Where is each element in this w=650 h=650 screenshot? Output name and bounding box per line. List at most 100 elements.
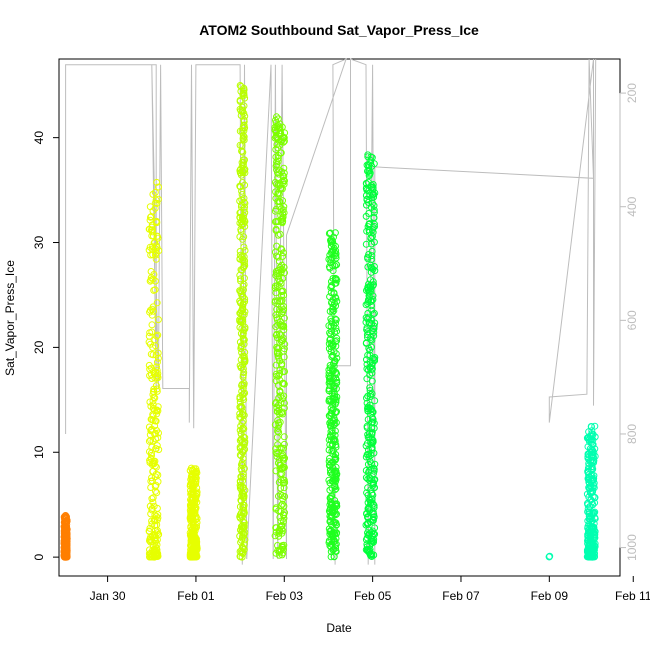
data-point (591, 499, 599, 507)
data-point (152, 255, 160, 263)
data-point (240, 358, 248, 365)
data-point (61, 518, 69, 526)
plot-area (58, 58, 621, 577)
y2-tick-label: 400 (625, 196, 639, 216)
data-point (189, 521, 197, 529)
data-point (154, 374, 162, 382)
data-point (147, 268, 155, 275)
data-point (363, 399, 371, 407)
data-point (272, 248, 279, 256)
data-point (146, 243, 154, 251)
data-point (237, 526, 245, 534)
x-tick-label: Feb 05 (354, 589, 392, 603)
data-point (364, 531, 372, 539)
data-point (330, 385, 338, 392)
data-point (368, 255, 376, 263)
data-point (237, 299, 245, 307)
data-point (329, 308, 337, 316)
data-point (366, 384, 374, 392)
data-point (280, 137, 288, 145)
data-point (272, 449, 280, 457)
data-point (272, 146, 280, 153)
data-point (236, 403, 244, 411)
data-point (278, 542, 286, 550)
data-point (276, 370, 284, 377)
data-point (331, 427, 339, 435)
data-point (238, 438, 246, 446)
data-point (369, 500, 377, 508)
data-point (280, 169, 288, 177)
data-point (241, 156, 248, 164)
data-point (368, 252, 376, 260)
data-point (363, 510, 371, 518)
data-point (281, 269, 288, 277)
data-point (240, 84, 248, 92)
data-point (276, 357, 284, 365)
data-point (367, 451, 375, 459)
data-point (584, 443, 592, 451)
data-point (362, 212, 370, 220)
data-point (239, 332, 247, 339)
data-point (369, 228, 377, 236)
y-tick-label: 10 (32, 445, 46, 459)
data-point (364, 178, 372, 186)
data-point (326, 397, 334, 405)
data-point (368, 414, 376, 422)
data-point (280, 444, 288, 452)
data-point (153, 358, 161, 366)
data-point (591, 531, 599, 539)
data-point (362, 301, 370, 309)
data-point (239, 334, 247, 342)
data-point (272, 282, 279, 290)
data-point (241, 308, 249, 316)
data-point (273, 316, 281, 324)
data-point (368, 553, 376, 560)
data-point (590, 552, 598, 560)
data-point (148, 328, 156, 336)
data-point (367, 391, 374, 398)
data-point (326, 419, 334, 427)
data-point (149, 387, 157, 395)
data-point (280, 164, 288, 172)
data-point (63, 548, 70, 556)
data-point (275, 428, 283, 436)
data-point (330, 307, 338, 315)
flight-series-7 (362, 151, 379, 560)
data-point (274, 345, 281, 352)
data-point (329, 240, 337, 248)
data-point (276, 418, 284, 426)
data-point (370, 504, 378, 512)
data-point (272, 133, 280, 141)
data-point (325, 230, 333, 237)
data-point (149, 232, 157, 240)
data-point (154, 316, 162, 324)
data-point (370, 214, 378, 221)
y-tick-label: 0 (32, 553, 46, 560)
data-point (332, 342, 340, 350)
data-point (277, 409, 285, 417)
data-point (364, 475, 372, 483)
data-point (145, 361, 153, 369)
data-point (236, 182, 244, 190)
data-point (279, 252, 287, 260)
data-point (240, 243, 248, 251)
data-point (155, 183, 162, 191)
data-point (238, 147, 246, 155)
data-point (271, 134, 279, 142)
data-point (333, 327, 341, 335)
data-point (328, 502, 335, 510)
data-point (331, 500, 339, 508)
data-point (153, 489, 161, 497)
data-point (152, 512, 160, 520)
data-point (149, 437, 157, 445)
data-point (327, 422, 334, 430)
data-point (149, 411, 157, 418)
data-point (279, 210, 287, 218)
data-point (149, 190, 157, 198)
data-point (147, 449, 155, 457)
data-point (326, 329, 334, 337)
data-point (332, 350, 340, 358)
data-point (327, 256, 335, 263)
data-point (146, 459, 154, 466)
data-point (370, 328, 378, 336)
